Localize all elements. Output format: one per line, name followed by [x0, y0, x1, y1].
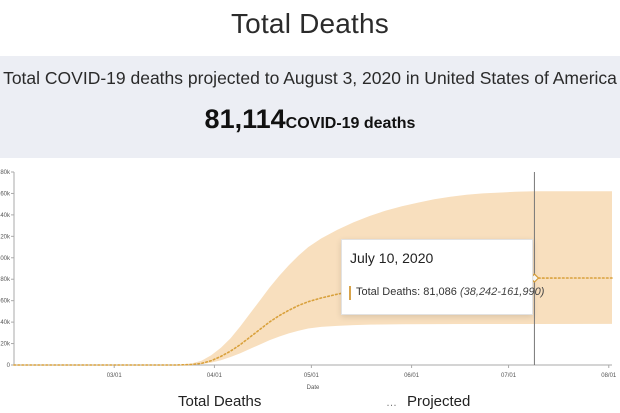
- legend-total-deaths[interactable]: Total Deaths: [178, 393, 261, 410]
- projection-subtitle: Total COVID-19 deaths projected to Augus…: [3, 68, 617, 88]
- x-tick-label: 03/01: [107, 373, 123, 379]
- tooltip-value: 81,086: [423, 286, 457, 298]
- total-deaths-unit: COVID-19 deaths: [285, 115, 416, 132]
- y-tick-label: 180k: [0, 170, 11, 176]
- tooltip-row: Total Deaths: 81,086 (38,242-161,990): [356, 286, 544, 298]
- legend-projected[interactable]: … Projected: [386, 393, 470, 410]
- y-tick-label: 120k: [0, 234, 11, 240]
- y-tick-label: 0: [7, 363, 11, 369]
- y-tick-label: 40k: [0, 320, 11, 326]
- x-tick-label: 06/01: [404, 373, 420, 379]
- legend-total-deaths-label: Total Deaths: [178, 393, 262, 410]
- tooltip-label: Total Deaths:: [356, 286, 421, 298]
- tooltip-series-marker: [349, 286, 351, 300]
- tooltip-date: July 10, 2020: [350, 250, 434, 266]
- x-tick-label: 05/01: [304, 373, 320, 379]
- total-deaths-summary: 81,114COVID-19 deaths: [0, 104, 620, 135]
- chart-tooltip: July 10, 2020 Total Deaths: 81,086 (38,2…: [341, 239, 544, 315]
- total-deaths-value: 81,114: [204, 104, 286, 134]
- y-tick-label: 60k: [0, 299, 11, 305]
- y-tick-label: 140k: [0, 213, 11, 219]
- y-tick-label: 80k: [0, 277, 11, 283]
- y-tick-label: 160k: [0, 191, 11, 197]
- x-tick-label: 07/01: [501, 373, 517, 379]
- x-tick-label: 04/01: [207, 373, 223, 379]
- x-tick-label: 08/01: [601, 373, 617, 379]
- y-tick-label: 100k: [0, 256, 11, 262]
- page-title: Total Deaths: [230, 8, 390, 39]
- y-tick-label: 20k: [0, 342, 11, 348]
- legend-projected-label: Projected: [407, 393, 471, 410]
- tooltip-range: (38,242-161,990): [459, 286, 545, 298]
- x-axis-title: Date: [307, 385, 320, 391]
- legend-projected-marker: …: [386, 397, 397, 409]
- summary-banner: Total COVID-19 deaths projected to Augus…: [0, 56, 620, 158]
